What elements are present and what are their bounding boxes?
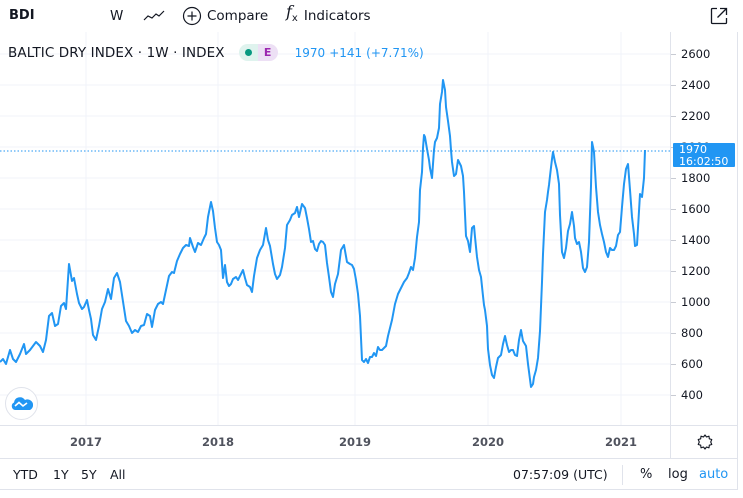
range-1y-button[interactable]: 1Y bbox=[53, 467, 69, 482]
last-price-value: 1970 bbox=[679, 143, 707, 156]
indicators-label: Indicators bbox=[303, 8, 371, 24]
tradingview-logo-button[interactable] bbox=[5, 387, 38, 420]
legend-last: 1970 bbox=[294, 45, 326, 60]
tick-mark bbox=[671, 240, 676, 241]
tick-mark bbox=[671, 116, 676, 117]
time-axis[interactable]: 2017 2018 2019 2020 2021 bbox=[0, 425, 670, 458]
range-ytd-button[interactable]: YTD bbox=[13, 467, 38, 482]
y-tick: 1200 bbox=[681, 264, 711, 278]
tick-mark bbox=[671, 395, 676, 396]
range-all-button[interactable]: All bbox=[110, 467, 126, 482]
y-tick: 1400 bbox=[681, 233, 711, 247]
x-tick: 2019 bbox=[338, 435, 372, 449]
bottom-toolbar: YTD 1Y 5Y All 07:57:09 (UTC) % log auto bbox=[0, 458, 738, 490]
y-tick: 800 bbox=[681, 326, 703, 340]
chart-style-button[interactable] bbox=[143, 6, 165, 26]
indicators-button[interactable]: fx Indicators bbox=[286, 2, 371, 26]
tick-mark bbox=[671, 209, 676, 210]
price-chart bbox=[0, 32, 670, 425]
legend-title: BALTIC DRY INDEX · 1W · INDEX bbox=[8, 44, 225, 61]
bdi-price-line bbox=[0, 79, 646, 388]
log-scale-button[interactable]: log bbox=[668, 467, 688, 482]
y-tick: 1000 bbox=[681, 295, 711, 309]
tick-mark bbox=[671, 178, 676, 179]
tick-mark bbox=[671, 85, 676, 86]
bar-countdown: 16:02:50 bbox=[679, 154, 729, 168]
compare-button[interactable]: Compare bbox=[182, 6, 268, 26]
status-dot-icon bbox=[244, 49, 252, 56]
plot-area[interactable] bbox=[0, 32, 670, 425]
tick-mark bbox=[671, 333, 676, 334]
y-tick: 1600 bbox=[681, 202, 711, 216]
market-open-indicator bbox=[238, 44, 258, 61]
popout-icon[interactable] bbox=[709, 6, 729, 26]
x-tick: 2017 bbox=[69, 435, 103, 449]
chart-settings-button[interactable] bbox=[670, 425, 738, 458]
y-tick: 2400 bbox=[681, 78, 711, 92]
fx-icon: fx bbox=[286, 2, 298, 25]
interval-button[interactable]: W bbox=[110, 8, 124, 24]
last-price-tag: 1970 16:02:50 bbox=[673, 143, 735, 167]
x-tick: 2021 bbox=[604, 435, 638, 449]
x-tick: 2020 bbox=[471, 435, 505, 449]
y-tick: 600 bbox=[681, 357, 703, 371]
tick-mark bbox=[671, 302, 676, 303]
y-tick: 400 bbox=[681, 388, 703, 402]
range-5y-button[interactable]: 5Y bbox=[81, 467, 97, 482]
auto-scale-button[interactable]: auto bbox=[699, 467, 729, 482]
vertical-gridlines bbox=[85, 32, 622, 425]
price-axis[interactable]: 2600 2400 2200 2000 1800 1600 1400 1200 … bbox=[670, 32, 738, 425]
symbol-label[interactable]: BDI bbox=[9, 8, 35, 23]
line-chart-icon bbox=[143, 10, 165, 21]
percent-scale-button[interactable]: % bbox=[640, 467, 653, 482]
y-tick: 2600 bbox=[681, 47, 711, 61]
tick-mark bbox=[671, 364, 676, 365]
plus-circle-icon bbox=[182, 6, 202, 26]
legend-values: 1970 +141 (+7.71%) bbox=[295, 46, 424, 60]
market-status-badge[interactable]: E bbox=[238, 44, 278, 61]
utc-clock[interactable]: 07:57:09 (UTC) bbox=[513, 467, 608, 482]
chart-legend: BALTIC DRY INDEX · 1W · INDEX E 1970 +14… bbox=[8, 44, 424, 61]
y-tick: 1800 bbox=[681, 171, 711, 185]
x-tick: 2018 bbox=[201, 435, 235, 449]
chart-container[interactable]: BALTIC DRY INDEX · 1W · INDEX E 1970 +14… bbox=[0, 32, 738, 458]
tick-mark bbox=[671, 271, 676, 272]
legend-change-pct: (+7.71%) bbox=[366, 45, 424, 60]
compare-label: Compare bbox=[207, 8, 269, 24]
gear-icon bbox=[697, 434, 712, 450]
y-tick: 2200 bbox=[681, 109, 711, 123]
horizontal-gridlines bbox=[0, 53, 670, 396]
exchange-badge: E bbox=[257, 44, 278, 61]
tick-mark bbox=[671, 54, 676, 55]
cloud-logo-icon bbox=[11, 396, 33, 410]
top-toolbar: BDI W Compare fx Indicators bbox=[0, 0, 743, 32]
legend-change: +141 bbox=[329, 45, 363, 60]
divider bbox=[622, 465, 623, 485]
